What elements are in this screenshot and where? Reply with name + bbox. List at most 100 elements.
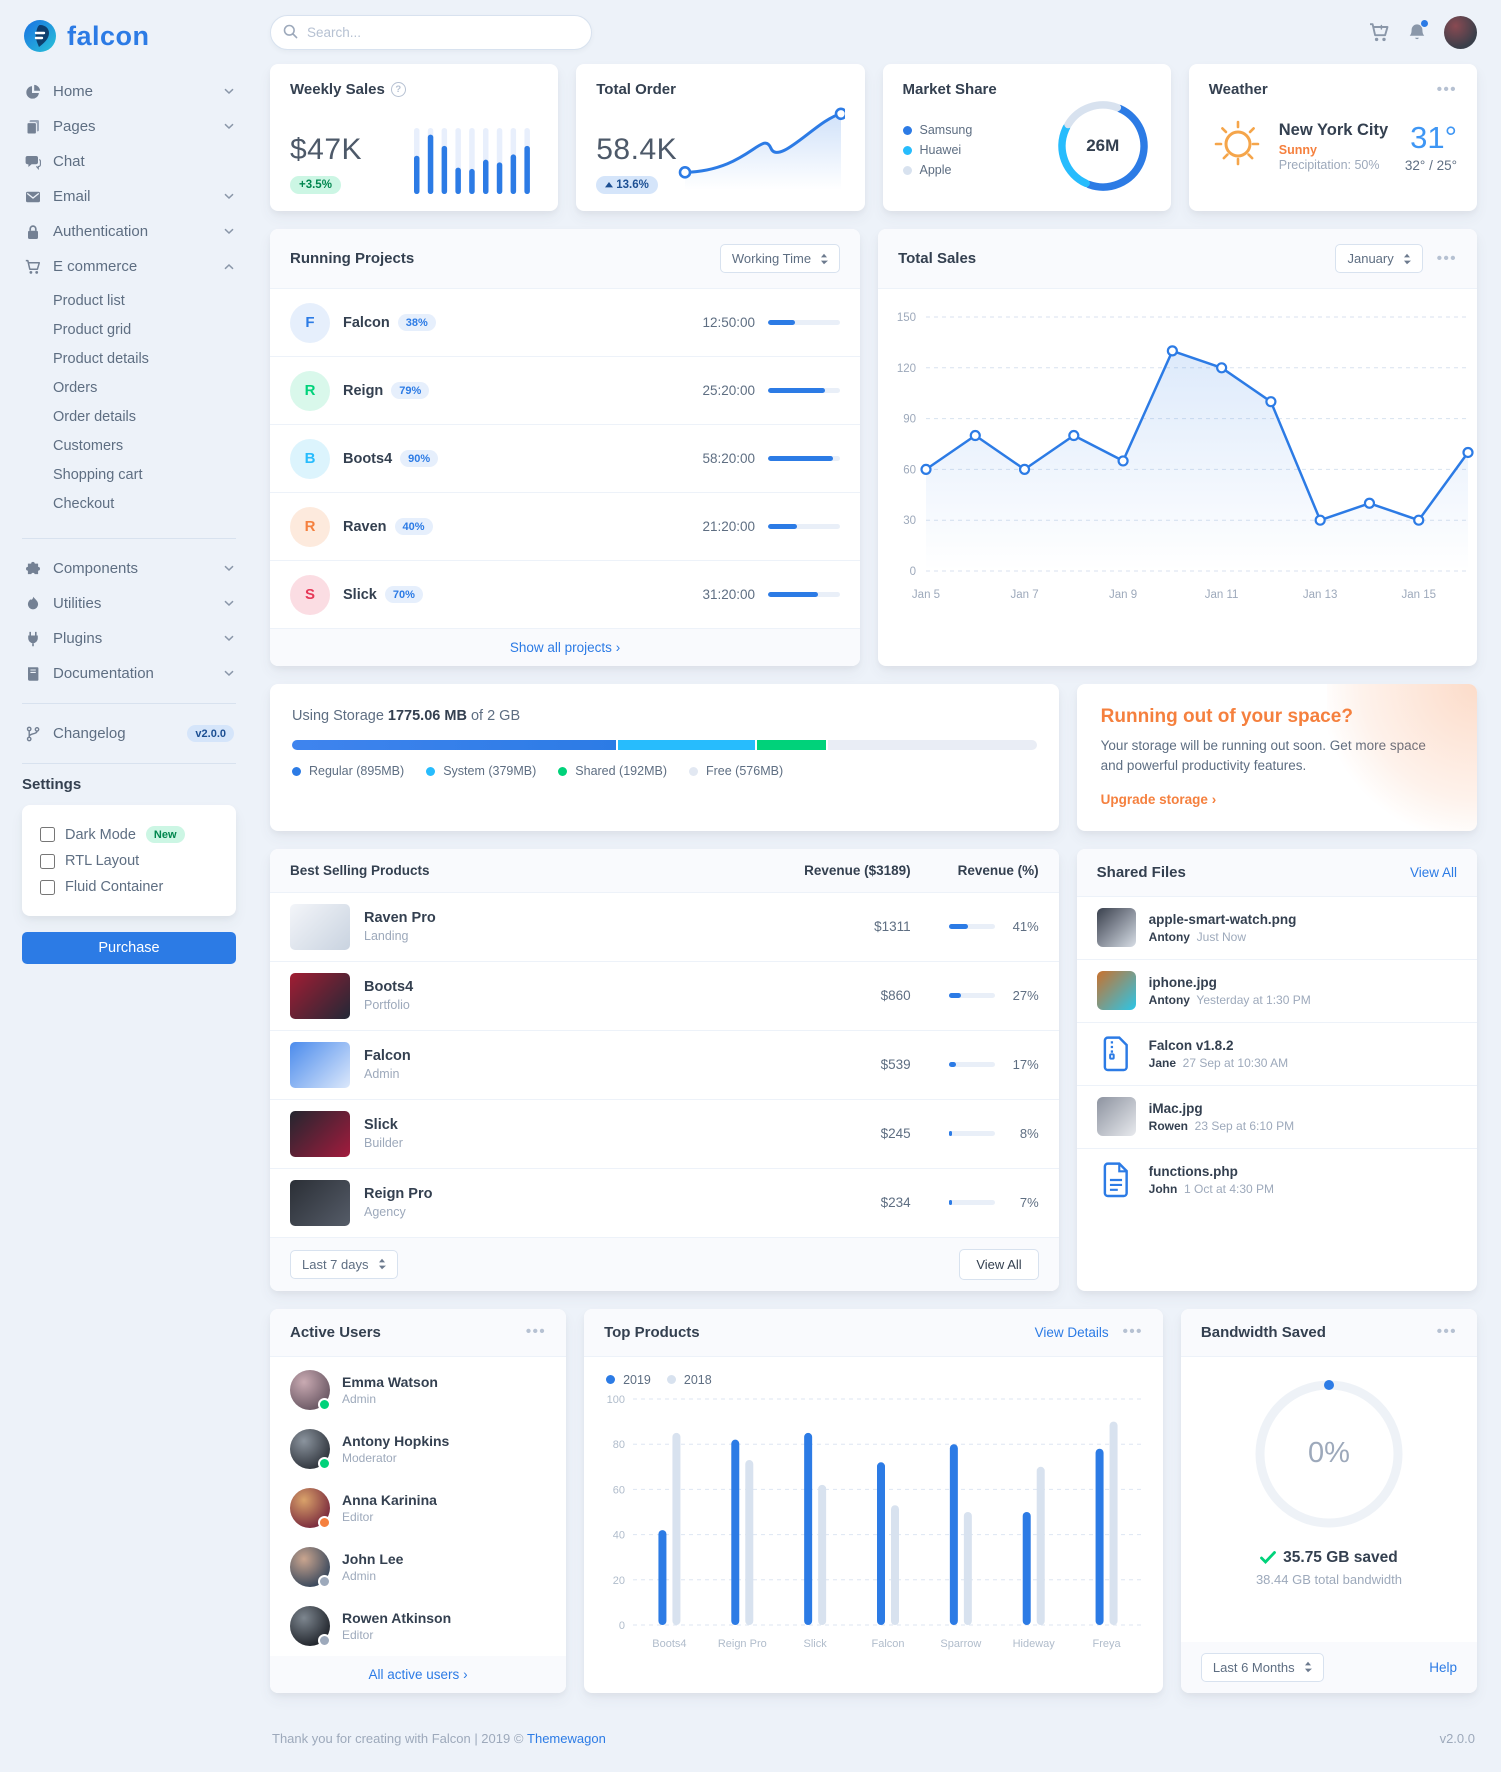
help-link[interactable]: Help xyxy=(1429,1659,1457,1675)
footer-version: v2.0.0 xyxy=(1439,1730,1475,1746)
svg-text:60: 60 xyxy=(613,1484,625,1496)
card-menu-icon[interactable]: ••• xyxy=(1436,249,1457,267)
purchase-button[interactable]: Purchase xyxy=(22,932,236,964)
user-name[interactable]: John Lee xyxy=(342,1551,404,1567)
sidebar-item-product-list[interactable]: Product list xyxy=(53,292,125,309)
show-all-projects-link[interactable]: Show all projects › xyxy=(509,640,621,655)
project-name[interactable]: Reign xyxy=(343,382,384,399)
file-thumbnail xyxy=(1096,971,1136,1010)
sidebar-item-checkout[interactable]: Checkout xyxy=(53,495,115,512)
last-7-days-select[interactable]: Last 7 days xyxy=(290,1249,398,1279)
file-name[interactable]: iphone.jpg xyxy=(1148,974,1217,990)
svg-text:Jan 5: Jan 5 xyxy=(912,589,940,601)
product-name[interactable]: Boots4 xyxy=(364,979,414,995)
product-thumbnail xyxy=(290,903,350,950)
product-name[interactable]: Raven Pro xyxy=(364,910,436,926)
sidebar-item-pages[interactable]: Pages xyxy=(22,109,236,144)
updown-arrows-icon xyxy=(821,253,829,264)
product-name[interactable]: Falcon xyxy=(364,1048,411,1064)
sidebar-item-orders[interactable]: Orders xyxy=(53,379,98,396)
sidebar-item-authentication[interactable]: Authentication xyxy=(22,214,236,249)
user-name[interactable]: Emma Watson xyxy=(342,1374,438,1390)
view-all-button[interactable]: View All xyxy=(959,1248,1039,1280)
view-details-link[interactable]: View Details xyxy=(1034,1324,1109,1340)
project-name[interactable]: Falcon xyxy=(343,314,390,331)
sidebar-item-chat[interactable]: Chat xyxy=(22,144,236,179)
view-all-files-link[interactable]: View All xyxy=(1409,864,1457,880)
sidebar-item-order-details[interactable]: Order details xyxy=(53,408,137,425)
sidebar-item-plugins[interactable]: Plugins xyxy=(22,621,236,656)
column-revenue-pct: Revenue (%) xyxy=(957,862,1039,878)
checkbox-dark-mode[interactable] xyxy=(40,827,55,842)
chevron-down-icon xyxy=(224,600,234,607)
sidebar-item-documentation[interactable]: Documentation xyxy=(22,656,236,691)
main-content: Weekly Sales ? $47K +3.5% Total Order 58… xyxy=(258,0,1501,1772)
product-revenue-pct: 17% xyxy=(1012,1057,1039,1072)
sidebar-item-e-commerce[interactable]: E commerce xyxy=(22,249,236,284)
search-input[interactable] xyxy=(270,14,592,50)
sidebar-item-shopping-cart[interactable]: Shopping cart xyxy=(53,466,143,483)
total-sales-chart: 0 30 60 90 120 150 Jan 5 Jan 7 Jan 9 Jan 11 Jan 13… xyxy=(897,312,1474,601)
user-name[interactable]: Anna Karinina xyxy=(342,1492,437,1508)
card-menu-icon[interactable]: ••• xyxy=(1436,1323,1457,1340)
project-avatar: R xyxy=(290,506,330,547)
file-name[interactable]: apple-smart-watch.png xyxy=(1148,911,1297,927)
sidebar-item-email[interactable]: Email xyxy=(22,179,236,214)
project-name[interactable]: Boots4 xyxy=(343,450,393,467)
themewagon-link[interactable]: Themewagon xyxy=(527,1730,606,1746)
storage-legend: Regular (895MB) System (379MB) Shared (192… xyxy=(292,764,1037,778)
progress-fill xyxy=(768,456,833,461)
last-6-months-select[interactable]: Last 6 Months xyxy=(1200,1652,1324,1682)
file-row-imac-jpg: iMac.jpg Rowen 23 Sep at 6:10 PM xyxy=(1076,1084,1477,1148)
user-name[interactable]: Rowen Atkinson xyxy=(342,1610,452,1626)
card-menu-icon[interactable]: ••• xyxy=(1122,1323,1143,1340)
avatar[interactable] xyxy=(1444,15,1477,49)
project-row-falcon: F Falcon 38% 12:50:00 xyxy=(270,289,861,357)
projects-list: F Falcon 38% 12:50:00 R Reign 79% 25:20:00 B Boot… xyxy=(270,289,861,629)
bell-icon[interactable] xyxy=(1407,18,1429,43)
search-box xyxy=(270,14,592,50)
project-name[interactable]: Slick xyxy=(343,586,377,603)
total-order-title: Total Order xyxy=(596,81,676,98)
file-name[interactable]: functions.php xyxy=(1148,1163,1238,1179)
svg-text:Falcon: Falcon xyxy=(872,1638,905,1650)
checkbox-rtl-layout[interactable] xyxy=(40,853,55,869)
progress-fill xyxy=(768,524,797,529)
sidebar-item-components[interactable]: Components xyxy=(22,551,236,586)
legend-item-huawei: Huawei xyxy=(902,143,973,157)
sidebar-item-label: E commerce xyxy=(53,258,138,275)
sidebar-item-utilities[interactable]: Utilities xyxy=(22,586,236,621)
sidebar-item-product-details[interactable]: Product details xyxy=(53,350,149,367)
settings-heading: Settings xyxy=(22,776,82,793)
svg-text:20: 20 xyxy=(613,1574,625,1586)
info-icon[interactable]: ? xyxy=(390,82,406,97)
sidebar-item-product-grid[interactable]: Product grid xyxy=(53,321,132,338)
month-select[interactable]: January xyxy=(1335,244,1423,273)
card-menu-icon[interactable]: ••• xyxy=(525,1323,547,1340)
project-name[interactable]: Raven xyxy=(343,518,387,535)
project-time: 25:20:00 xyxy=(702,383,756,398)
sidebar-item-customers[interactable]: Customers xyxy=(53,437,124,454)
svg-text:40: 40 xyxy=(613,1529,625,1541)
status-dot xyxy=(318,1457,331,1470)
file-name[interactable]: Falcon v1.8.2 xyxy=(1148,1037,1234,1053)
status-dot xyxy=(318,1398,331,1411)
cart-icon[interactable] xyxy=(1369,22,1390,43)
file-name[interactable]: iMac.jpg xyxy=(1148,1100,1203,1116)
card-menu-icon[interactable]: ••• xyxy=(1436,80,1457,98)
user-row-john-lee: John Lee Admin xyxy=(270,1538,566,1597)
sidebar-item-home[interactable]: Home xyxy=(22,74,236,109)
svg-text:0: 0 xyxy=(619,1620,625,1632)
sidebar-submenu: Product list Product grid Product details O… xyxy=(22,284,236,526)
checkbox-fluid-container[interactable] xyxy=(40,879,55,895)
product-name[interactable]: Reign Pro xyxy=(364,1186,433,1202)
sidebar-item-changelog[interactable]: Changelog v2.0.0 xyxy=(22,716,236,751)
falcon-logo[interactable]: falcon xyxy=(22,14,236,74)
product-category: Agency xyxy=(364,1205,406,1219)
product-name[interactable]: Slick xyxy=(364,1117,398,1133)
upgrade-storage-link[interactable]: Upgrade storage › xyxy=(1100,791,1217,807)
user-name[interactable]: Antony Hopkins xyxy=(342,1433,450,1449)
decorative-corner xyxy=(1327,684,1477,831)
working-time-select[interactable]: Working Time xyxy=(719,244,841,273)
active-users-title: Active Users xyxy=(290,1323,381,1341)
